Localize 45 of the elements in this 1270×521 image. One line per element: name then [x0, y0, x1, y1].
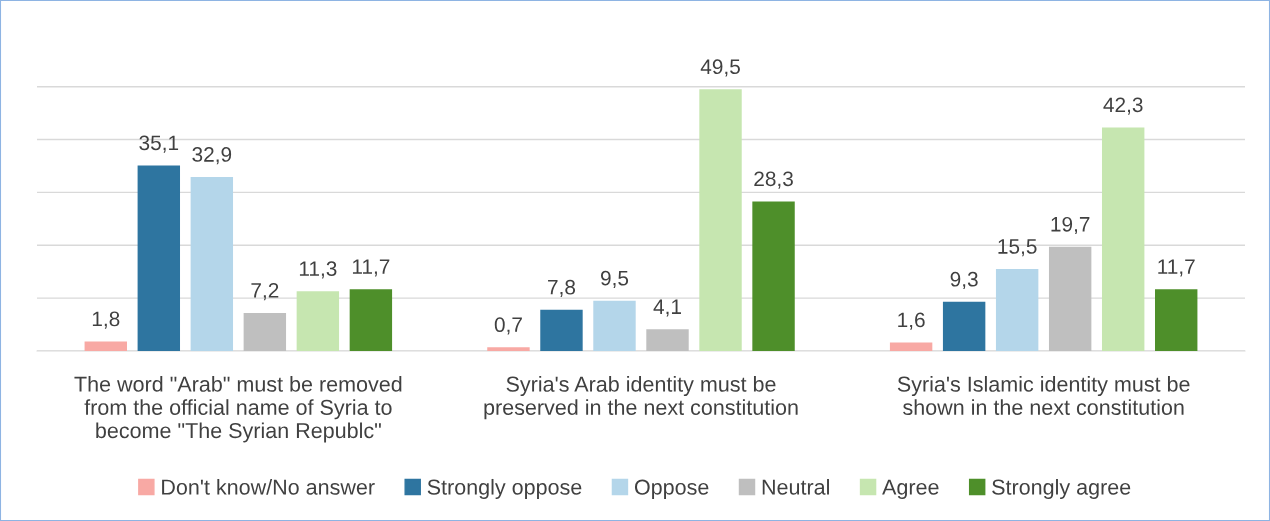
- data-label: 32,9: [192, 147, 232, 165]
- data-label: 7,2: [251, 282, 279, 301]
- bar: [137, 165, 181, 351]
- data-label: 1,6: [898, 312, 925, 330]
- bar: [540, 309, 583, 351]
- data-label: 9,5: [600, 270, 629, 289]
- bar: [487, 347, 530, 351]
- data-label: 4,1: [653, 299, 681, 317]
- legend-label: Oppose: [634, 479, 709, 500]
- data-label: 1,8: [92, 311, 120, 329]
- bar: [699, 89, 742, 351]
- x-tick-label: Syria's Arab identity must be preserved in the next constitution: [484, 376, 798, 420]
- bar: [646, 329, 689, 351]
- bar: [752, 201, 795, 351]
- bar: [1155, 289, 1198, 351]
- data-label: 28,3: [754, 171, 793, 189]
- legend-label: Don't know/No answer: [162, 478, 375, 495]
- data-label: 11,7: [1158, 259, 1195, 277]
- bar: [593, 300, 636, 351]
- bar: [190, 177, 234, 351]
- bar: [243, 312, 287, 351]
- data-label: 49,5: [700, 59, 740, 77]
- data-label: 42,3: [1103, 97, 1143, 115]
- data-label: 19,7: [1051, 216, 1090, 235]
- legend-label: Agree: [882, 479, 939, 500]
- legend-label: Neutral: [762, 478, 829, 495]
- x-tick-label: Syria's Islamic identity must be shown in the next constitution: [897, 376, 1190, 415]
- data-label: 11,3: [299, 261, 337, 279]
- bar: [995, 269, 1039, 351]
- data-label: 15,5: [998, 239, 1037, 257]
- data-label: 0,7: [494, 317, 522, 335]
- bar: [349, 289, 393, 351]
- legend-label: Strongly oppose: [427, 478, 582, 500]
- data-label: 11,7: [352, 259, 390, 277]
- bar: [296, 291, 340, 351]
- bar: [1048, 246, 1092, 351]
- data-label: 35,1: [139, 135, 179, 153]
- data-label: 9,3: [950, 271, 978, 290]
- bar: [84, 341, 127, 351]
- legend-label: Strongly agree: [992, 478, 1131, 500]
- bar: [1101, 127, 1145, 351]
- x-tick-label: The word "Arab" must be removed from the official name of Syria to become "The Syrian Republc": [74, 376, 402, 443]
- data-label: 7,8: [548, 279, 576, 297]
- bar: [889, 342, 933, 351]
- bar: [942, 301, 986, 351]
